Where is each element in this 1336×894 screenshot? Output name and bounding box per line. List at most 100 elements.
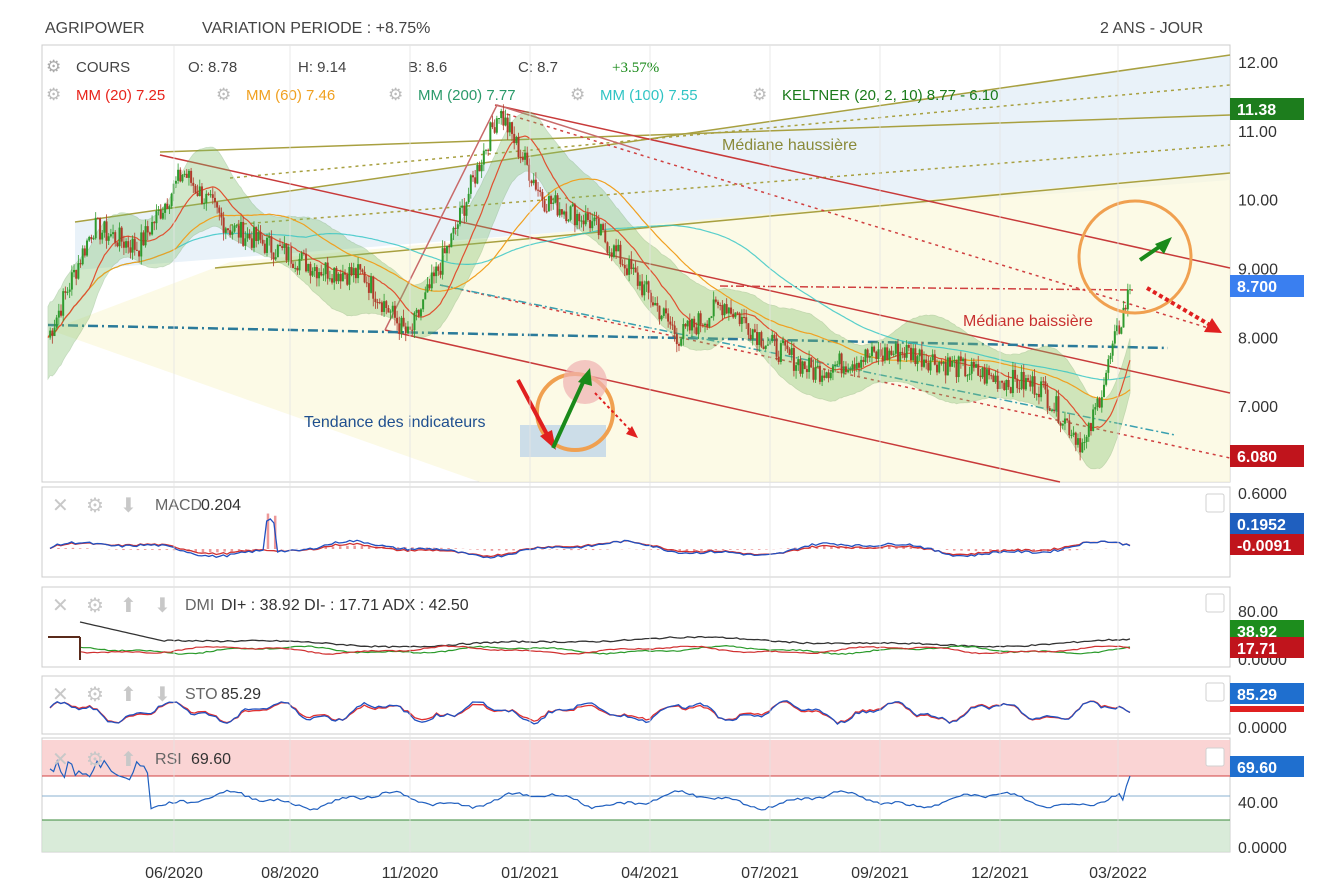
candle-body: [862, 359, 865, 362]
dmi-chart: [48, 621, 1131, 660]
candle-body: [372, 276, 375, 299]
macd-checkbox[interactable]: [1205, 493, 1225, 513]
macd-chart: [49, 513, 1131, 559]
candle-body: [216, 202, 219, 208]
candle-body: [1033, 376, 1036, 395]
breakout-circle: [1077, 199, 1193, 315]
gear-icon[interactable]: ⚙: [752, 85, 767, 104]
close-icon[interactable]: ✕: [52, 684, 69, 706]
low-value: B: 8.6: [408, 59, 447, 76]
candle-body: [827, 372, 830, 379]
candle-body: [959, 356, 962, 362]
candle-body: [1048, 408, 1051, 411]
candle-body: [1018, 388, 1021, 390]
candle-body: [333, 267, 336, 283]
candle-body: [118, 227, 121, 247]
candle-body: [894, 343, 897, 354]
rsi-checkbox[interactable]: [1205, 747, 1225, 767]
candle-body: [385, 301, 388, 309]
candle-body: [500, 110, 503, 119]
candle-body: [923, 359, 926, 367]
candle-body: [983, 367, 986, 384]
candle-body: [103, 221, 106, 233]
candle-body: [717, 301, 720, 305]
price-tick: 8.000: [1238, 330, 1278, 347]
gear-icon[interactable]: ⚙: [86, 749, 104, 771]
candle-body: [812, 367, 815, 380]
candle-body: [1005, 380, 1008, 391]
candle-body: [367, 283, 370, 293]
gear-icon[interactable]: ⚙: [46, 85, 61, 104]
candle-body: [903, 353, 906, 358]
candle-body: [502, 110, 505, 126]
gear-icon[interactable]: ⚙: [388, 85, 403, 104]
close-icon[interactable]: ✕: [52, 749, 69, 771]
macd-histogram-bar: [736, 549, 739, 550]
candle-body: [710, 316, 713, 318]
candle-body: [101, 232, 104, 240]
candle-body: [187, 170, 190, 178]
sto-checkbox[interactable]: [1205, 682, 1225, 702]
candle-body: [1076, 438, 1079, 445]
arrow-down-icon[interactable]: ⬇: [154, 595, 171, 617]
candle-body: [543, 200, 546, 212]
candle-body: [339, 273, 342, 282]
gear-icon[interactable]: ⚙: [570, 85, 585, 104]
gear-icon[interactable]: ⚙: [86, 495, 104, 517]
gear-icon[interactable]: ⚙: [86, 684, 104, 706]
x-tick-label: 11/2020: [382, 865, 439, 882]
macd-histogram-bar: [685, 549, 689, 551]
candle-body: [766, 344, 769, 346]
arrow-up-icon[interactable]: ⬆: [120, 684, 137, 706]
macd-histogram-bar: [194, 549, 197, 552]
candle-body: [383, 301, 386, 312]
candle-body: [779, 343, 782, 362]
candle-body: [1102, 384, 1105, 398]
candle-body: [857, 363, 860, 368]
candle-body: [289, 246, 292, 264]
close-icon[interactable]: ✕: [52, 495, 69, 517]
candle-body: [1120, 327, 1123, 334]
candle-body: [909, 347, 912, 361]
candle-body: [942, 361, 945, 364]
candle-body: [758, 332, 761, 345]
macd-histogram-bar: [266, 513, 270, 549]
macd-histogram-bar: [432, 547, 436, 549]
candle-body: [883, 347, 886, 361]
candle-body: [1059, 422, 1062, 426]
candle-body: [534, 179, 537, 190]
candle-body: [654, 302, 657, 306]
macd-histogram-bar: [158, 549, 161, 551]
candle-body: [127, 241, 130, 248]
candle-body: [519, 156, 522, 158]
arrow-up-icon[interactable]: ⬆: [120, 749, 137, 771]
indicator-legend: ⚙ MM (20) 7.25 ⚙ MM (60) 7.46 ⚙ MM (200) 7.77…: [46, 85, 999, 104]
candle-body: [305, 253, 308, 272]
gear-icon[interactable]: ⚙: [86, 595, 104, 617]
candle-body: [740, 317, 743, 324]
arrow-down-icon[interactable]: ⬇: [154, 684, 171, 706]
gear-icon[interactable]: ⚙: [46, 57, 61, 76]
macd-panel: [41, 486, 1231, 578]
candle-body: [664, 308, 667, 314]
di-minus-line: [79, 644, 1131, 655]
candle-body: [1074, 432, 1077, 445]
dmi-checkbox[interactable]: [1205, 593, 1225, 613]
candle-body: [1070, 434, 1073, 436]
candle-body: [281, 246, 284, 248]
candle-body: [211, 194, 214, 198]
candle-body: [866, 349, 869, 358]
candle-body: [129, 247, 132, 253]
period-selector[interactable]: 2 ANS - JOUR: [1100, 20, 1204, 37]
arrow-down-icon[interactable]: ⬇: [120, 495, 137, 517]
candle-body: [300, 252, 303, 259]
candle-body: [727, 307, 730, 314]
close-icon[interactable]: ✕: [52, 595, 69, 617]
arrow-up-icon[interactable]: ⬆: [120, 595, 137, 617]
candle-body: [94, 217, 97, 239]
x-tick-label: 08/2020: [261, 865, 319, 882]
candle-body: [315, 267, 318, 279]
gear-icon[interactable]: ⚙: [216, 85, 231, 104]
candle-body: [1115, 325, 1118, 332]
candle-body: [112, 232, 115, 235]
